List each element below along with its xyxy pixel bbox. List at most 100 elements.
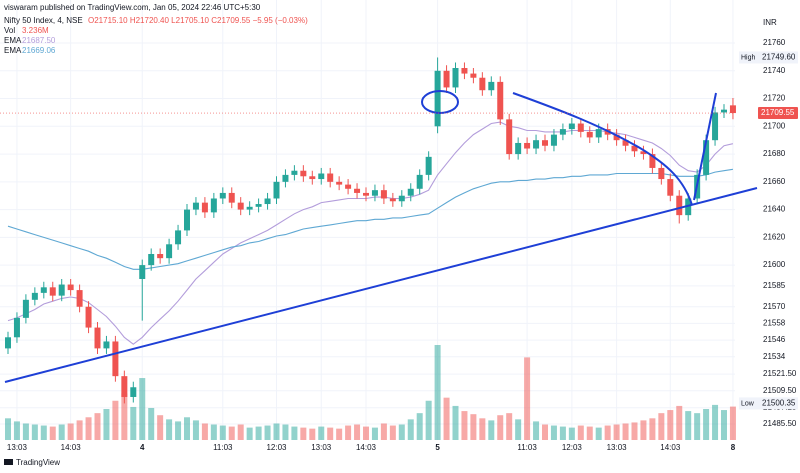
volume-bar [210, 424, 217, 440]
candle-body [31, 292, 38, 300]
y-tick-label: 21720 [763, 94, 786, 103]
volume-bar [613, 424, 620, 440]
volume-bar [595, 427, 602, 440]
x-tick-label: 14:03 [356, 443, 377, 452]
marker-value: 21500.35 [762, 399, 796, 408]
volume-bar [22, 423, 29, 440]
y-tick-label: 21509.50 [763, 386, 797, 395]
y-tick-label: 21585 [763, 281, 786, 290]
candle-body [40, 287, 47, 293]
candle-body [85, 306, 92, 328]
volume-bar [398, 424, 405, 440]
volume-bar [103, 409, 110, 440]
candle-body [470, 73, 477, 78]
candle-body [676, 195, 683, 216]
candle-body [76, 290, 83, 307]
volume-bar [49, 426, 56, 440]
candle-body [363, 192, 369, 196]
volume-bar [31, 424, 38, 440]
y-tick-label: 21620 [763, 232, 786, 241]
x-tick-label: 12:03 [266, 443, 287, 452]
candle-body [58, 284, 65, 296]
candle-body [5, 337, 11, 349]
volume-bar [461, 411, 468, 440]
volume-bar [255, 426, 262, 440]
candle-body [210, 198, 217, 213]
candle-body [729, 105, 736, 114]
marker-badge [739, 397, 759, 410]
last-price-badge [758, 107, 798, 120]
candle-body [112, 341, 119, 377]
y-tick-label: 21740 [763, 66, 786, 75]
candle-body [345, 184, 352, 189]
candle-body [94, 327, 101, 349]
candle-body [389, 198, 396, 202]
volume-bar [577, 425, 584, 440]
candle-body [121, 376, 128, 397]
candle-body [228, 192, 235, 203]
x-tick-label: 12:03 [562, 443, 583, 452]
curve-drawing [512, 92, 693, 206]
marker-label: High [741, 54, 756, 61]
symbol: Nifty 50 Index, 4, NSE [4, 16, 83, 25]
candle-body [309, 176, 316, 180]
volume-bar [130, 406, 137, 440]
volume-bar [416, 413, 423, 440]
y-tick-label: 21660 [763, 177, 786, 186]
candle-body [443, 70, 450, 88]
volume-bar [354, 424, 361, 440]
volume-bar [470, 414, 477, 440]
x-tick-label: 14:03 [660, 443, 681, 452]
volume-bar [282, 424, 289, 440]
candle-body [300, 170, 307, 177]
volume-bar [273, 423, 280, 440]
candle-body [148, 254, 155, 266]
indicator-value: 21687.50 [22, 36, 56, 45]
volume-bar [694, 413, 701, 440]
candle-body [49, 287, 56, 296]
volume-bar [112, 400, 119, 440]
volume-bar [506, 413, 513, 440]
volume-bar [559, 426, 566, 440]
volume-bar [228, 426, 235, 440]
volume-bar [604, 425, 611, 440]
indicator-value: 21669.06 [22, 46, 56, 55]
candle-body [354, 188, 361, 193]
volume-bar [479, 418, 486, 440]
marker-value-badge [759, 397, 798, 410]
ohlc: O21715.10 H21720.40 L21705.10 C21709.55 … [88, 16, 308, 25]
volume-bar [40, 425, 47, 440]
last-price-label: 21709.55 [761, 108, 795, 117]
volume-bar [13, 421, 20, 440]
candle-body [568, 123, 575, 130]
x-tick-label: 4 [140, 443, 145, 452]
volume-bar [121, 393, 128, 440]
candle-body [667, 179, 674, 196]
volume-bar [291, 426, 298, 440]
candle-body [103, 341, 110, 349]
x-tick-label: 13:03 [607, 443, 628, 452]
volume-bar [407, 419, 414, 440]
candle-body [130, 387, 137, 397]
candle-body [175, 230, 182, 245]
y-tick-label: 21640 [763, 205, 786, 214]
candle-body [416, 174, 423, 189]
candle-body [649, 154, 656, 168]
candle-body [22, 299, 29, 318]
volume-bar [452, 405, 459, 440]
candle-body [640, 151, 647, 155]
candle-body [631, 145, 638, 152]
x-tick-label: 14:03 [61, 443, 82, 452]
candle-body [577, 123, 584, 132]
x-tick-label: 11:03 [517, 443, 537, 452]
candle-body [219, 192, 226, 199]
volume-bar [85, 417, 92, 440]
brand: TradingView [4, 458, 60, 467]
candle-body [515, 142, 522, 155]
candle-body [488, 81, 495, 91]
volume-bar [524, 357, 531, 440]
trend-line [4, 187, 758, 383]
volume-bar [58, 424, 65, 440]
volume-bar [237, 424, 244, 440]
candle-body [461, 68, 468, 74]
